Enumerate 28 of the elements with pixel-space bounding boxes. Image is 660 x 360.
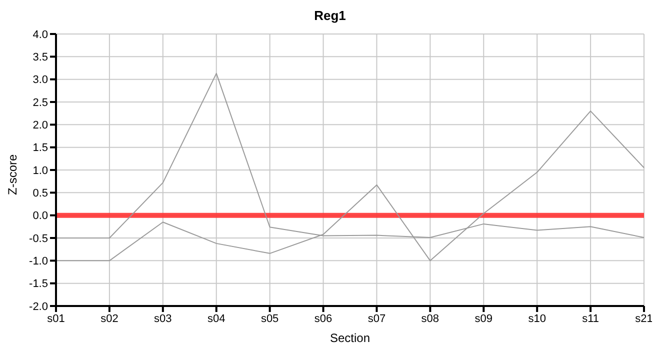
x-tick-label: s04: [207, 312, 226, 325]
x-tick-label: s06: [314, 312, 332, 325]
y-axis-title: Z-score: [5, 154, 20, 195]
x-tick-label: s02: [100, 312, 118, 325]
y-tick-label: 2.0: [32, 120, 48, 132]
x-tick-label: s08: [421, 312, 440, 325]
y-tick-label: 0.5: [32, 188, 48, 200]
y-tick-label: 0.0: [32, 210, 48, 222]
x-tick-label: s11: [582, 312, 600, 325]
x-tick-label: s21: [635, 312, 653, 325]
y-tick-label: 3.5: [32, 52, 48, 64]
y-tick-label: -1.5: [29, 278, 48, 290]
x-tick-label: s01: [47, 312, 65, 325]
x-tick-label: s10: [528, 312, 546, 325]
x-tick-label: s09: [474, 312, 493, 325]
chart-title: Reg1: [313, 8, 347, 25]
y-tick-label: -1.0: [29, 256, 48, 268]
y-tick-label: -2.0: [29, 300, 48, 313]
x-tick-label: s07: [368, 312, 386, 325]
x-tick-label: s05: [260, 312, 279, 325]
y-tick-label: 1.5: [32, 142, 48, 154]
x-axis-title: Section: [330, 331, 370, 345]
x-tick-label: s03: [154, 312, 172, 325]
y-tick-label: 4.0: [32, 28, 48, 41]
y-tick-label: 2.5: [32, 96, 48, 109]
y-tick-label: 3.0: [32, 74, 48, 86]
y-tick-label: -0.5: [29, 232, 48, 245]
y-tick-label: 1.0: [32, 164, 48, 177]
